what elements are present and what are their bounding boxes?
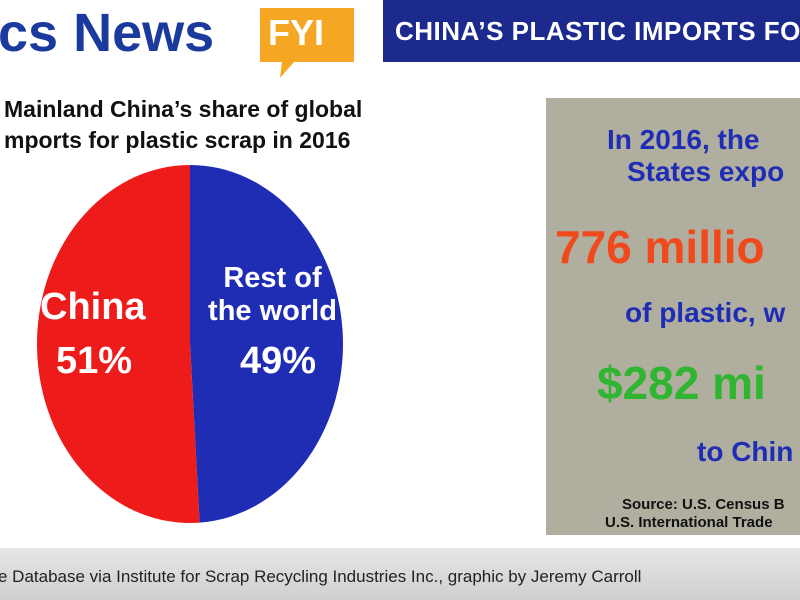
slice-label: China — [40, 286, 146, 328]
brand: cs News — [0, 3, 215, 63]
value-label: 51% — [56, 340, 133, 382]
source: U.S. International Trade — [605, 514, 773, 531]
fact-text: In 2016, the — [607, 124, 760, 155]
pie-slice — [36, 165, 200, 523]
slice-label: Rest of the world — [208, 262, 337, 327]
pie-chart — [36, 165, 343, 523]
banner: CHINA’S PLASTIC IMPORTS FO — [395, 16, 800, 46]
fact-highlight: 776 millio — [555, 221, 765, 273]
value-label: 49% — [240, 340, 317, 382]
badge-bubble — [260, 8, 354, 78]
banner-bg — [383, 0, 800, 62]
fact-highlight: $282 mi — [597, 357, 766, 409]
fact-text: States expo — [627, 156, 785, 187]
chart-title: mports for plastic scrap in 2016 — [4, 127, 351, 153]
fact-text: of plastic, w — [625, 297, 786, 328]
source: Source: U.S. Census B — [622, 496, 785, 513]
badge: FYI — [268, 12, 325, 53]
fact-text: to Chin — [697, 436, 794, 467]
pie-slice — [190, 165, 343, 523]
chart-title: Mainland China’s share of global — [4, 96, 363, 122]
footer-credit: e Database via Institute for Scrap Recyc… — [0, 567, 642, 586]
footer-bg — [0, 548, 800, 600]
fact-panel — [546, 98, 800, 535]
